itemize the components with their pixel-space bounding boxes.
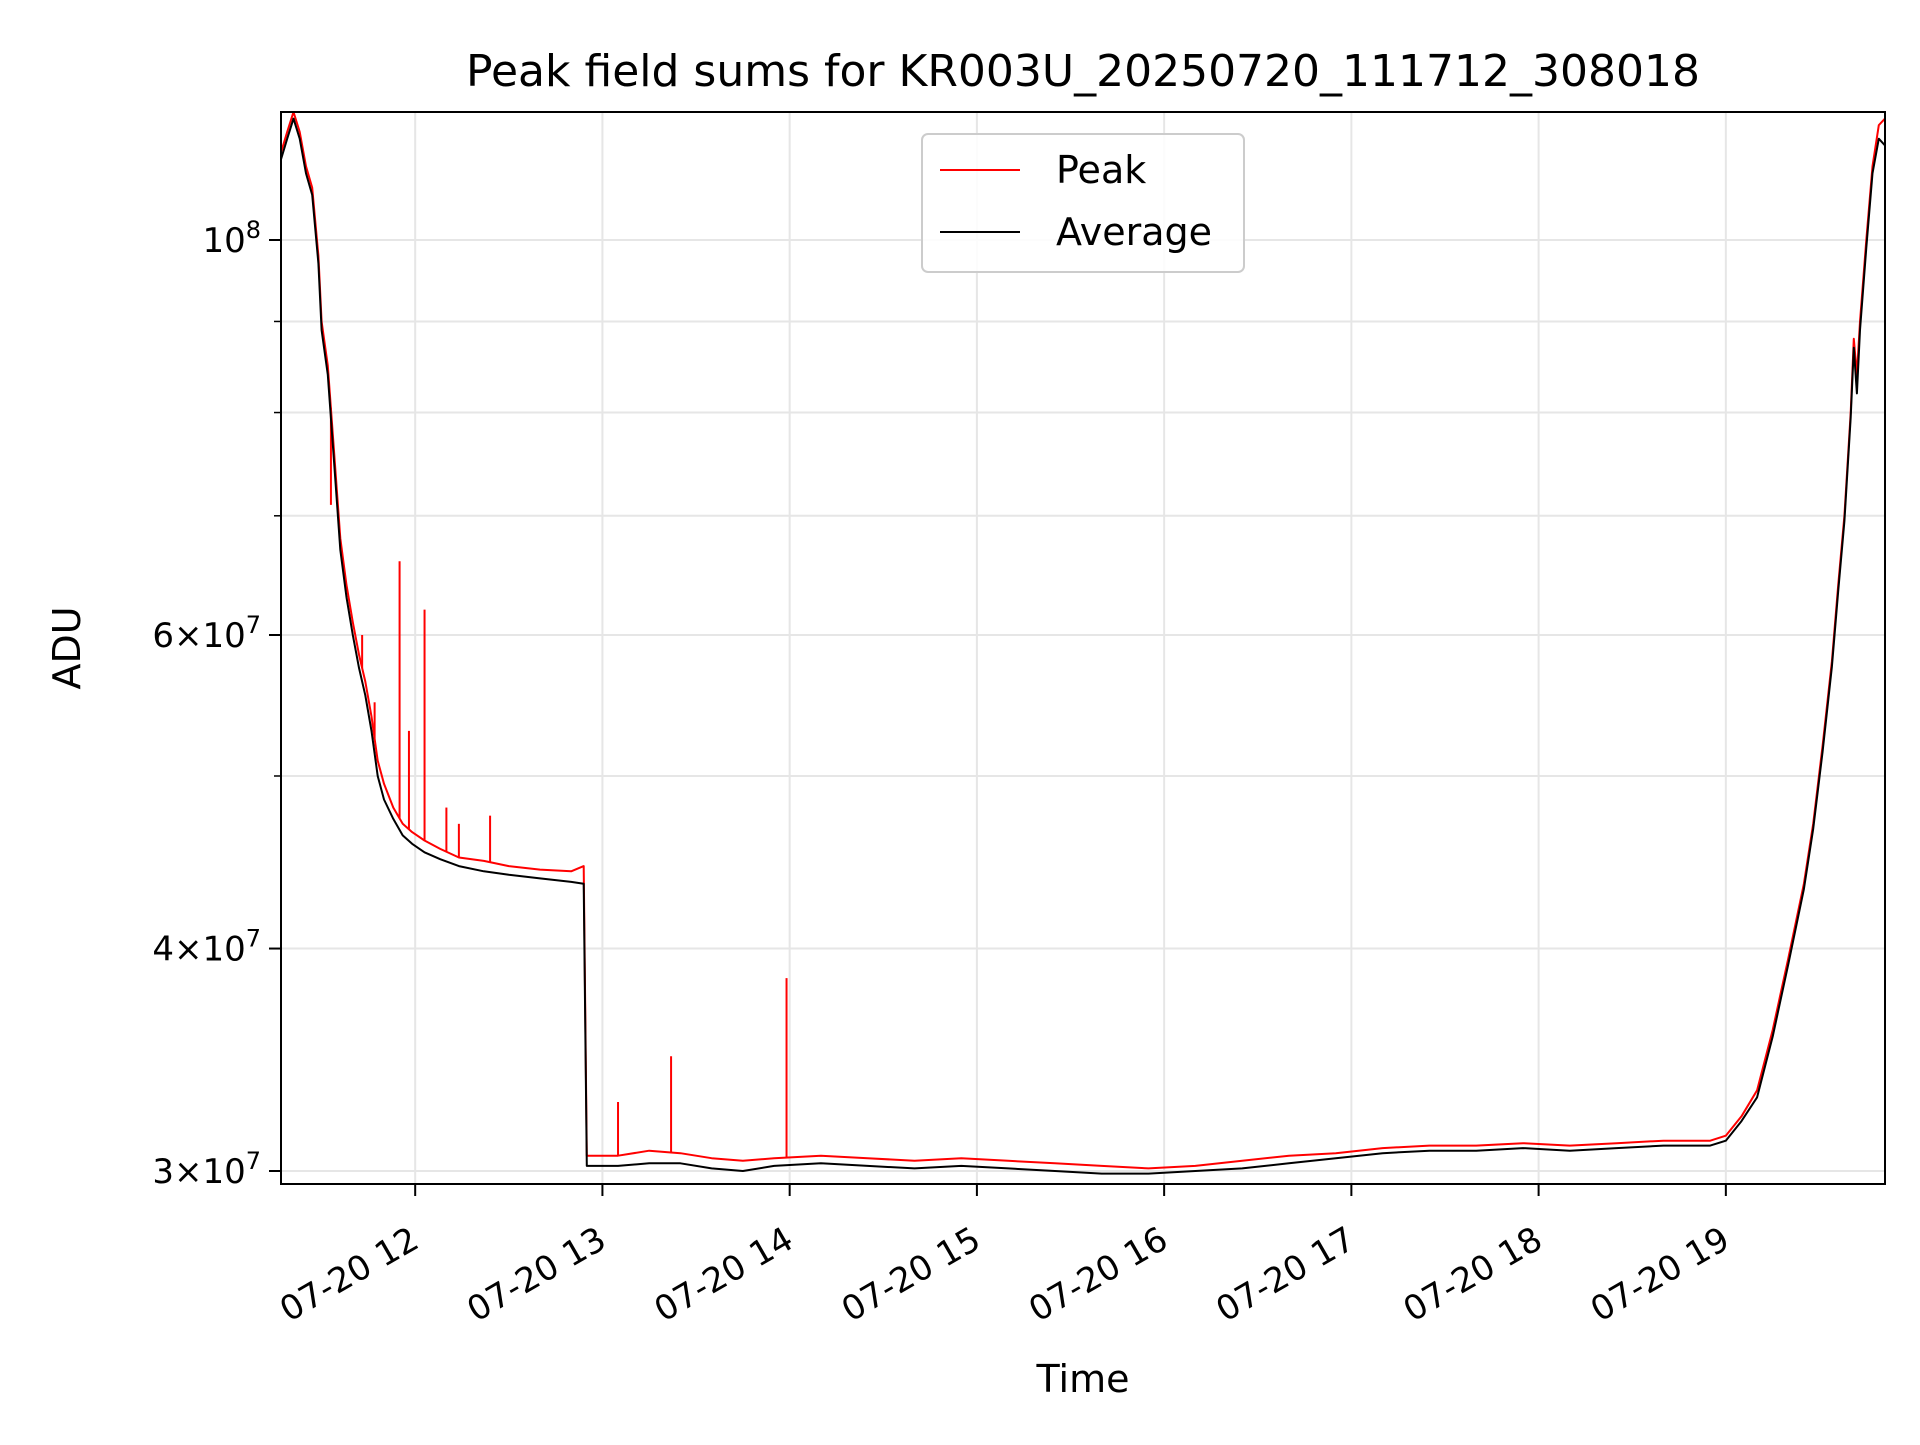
y-tick-label: 108 (202, 216, 261, 261)
y-tick-label: 6×107 (152, 611, 261, 656)
plot-frame (280, 111, 1886, 1185)
y-axis-label: ADU (45, 606, 89, 689)
legend-label-average: Average (1056, 210, 1212, 254)
y-tick-label: 4×107 (152, 925, 261, 970)
x-axis-label: Time (1036, 1357, 1130, 1401)
chart-title: Peak field sums for KR003U_20250720_1117… (466, 46, 1700, 97)
legend-box (921, 133, 1245, 273)
series-average-line (281, 117, 1885, 1175)
legend: Peak Average (921, 133, 1245, 273)
legend-label-peak: Peak (1056, 148, 1146, 192)
grid (281, 112, 1885, 1184)
series-layer (281, 112, 1885, 1175)
y-tick-label: 3×107 (152, 1147, 261, 1192)
